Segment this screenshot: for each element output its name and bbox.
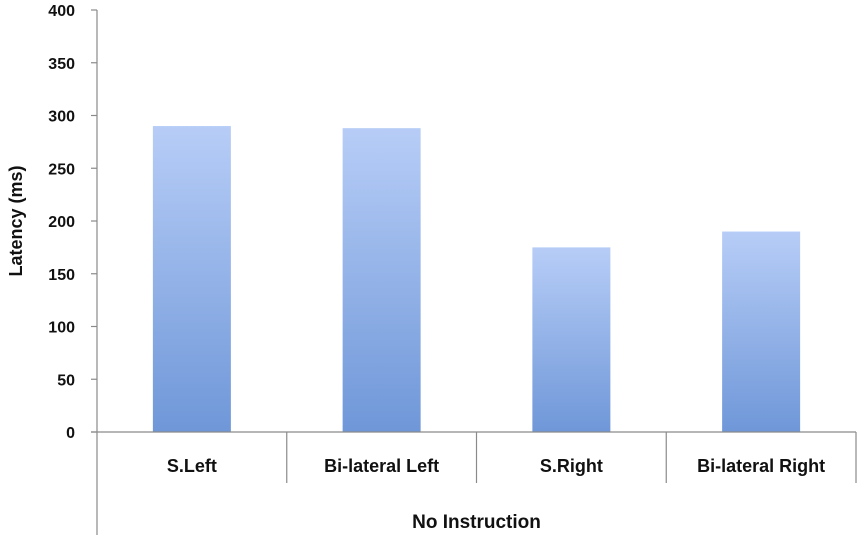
y-tick-label: 350 <box>48 56 75 73</box>
y-tick-label: 150 <box>48 267 75 284</box>
y-axis-title: Latency (ms) <box>6 165 26 276</box>
x-category-label: Bi-lateral Right <box>697 456 825 476</box>
y-tick-label: 0 <box>66 425 75 442</box>
bar <box>342 128 421 432</box>
bar <box>152 126 231 433</box>
bar <box>722 231 801 432</box>
y-tick-label: 200 <box>48 214 75 231</box>
y-tick-label: 100 <box>48 320 75 337</box>
y-tick-label: 50 <box>57 372 75 389</box>
x-category-label: Bi-lateral Left <box>324 456 439 476</box>
y-tick-label: 400 <box>48 3 75 20</box>
x-group-label: No Instruction <box>412 512 541 533</box>
x-category-label: S.Right <box>540 456 603 476</box>
bar <box>532 247 611 432</box>
axes-layer <box>91 10 856 535</box>
y-ticks: 0 50 100 150 200 250 300 350 400 <box>48 3 97 442</box>
y-tick-label: 300 <box>48 109 75 126</box>
bars-layer <box>152 126 801 433</box>
x-category-label: S.Left <box>167 456 217 476</box>
x-categories: S.Left Bi-lateral Left S.Right Bi-lateral R… <box>167 432 857 483</box>
y-tick-label: 250 <box>48 161 75 178</box>
